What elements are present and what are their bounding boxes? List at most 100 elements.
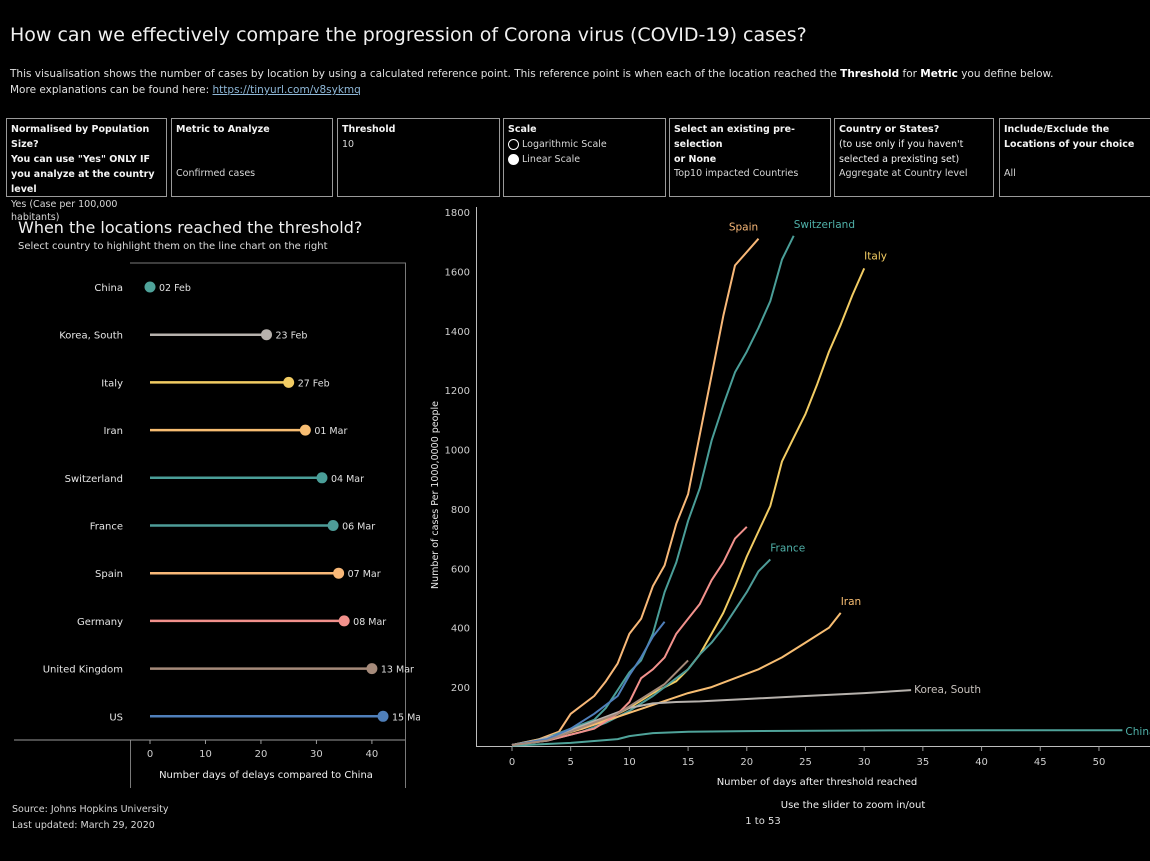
lollipop-dot-korea-south[interactable] <box>261 329 272 341</box>
lollipop-x-tick-label: 30 <box>310 749 323 760</box>
line-series-10[interactable] <box>511 659 689 746</box>
filter-population[interactable]: Normalised by Population Size? You can u… <box>6 118 167 223</box>
line-iran[interactable] <box>511 612 842 746</box>
y-tick-label: 1600 <box>445 267 470 278</box>
country-label-united-kingdom[interactable]: United Kingdom <box>43 665 123 676</box>
country-label-spain[interactable]: Spain <box>95 569 123 580</box>
slider-hint: Use the slider to zoom in/out <box>781 800 926 811</box>
filter-population-title-3: you analyze at the country level <box>11 169 155 195</box>
filter-threshold-title: Threshold <box>342 124 396 135</box>
x-tick-label: 50 <box>1093 757 1106 768</box>
filter-threshold[interactable]: Threshold 10 <box>337 118 500 197</box>
filter-include-value: All <box>1004 168 1016 179</box>
filter-metric-title: Metric to Analyze <box>176 124 270 135</box>
line-korea-south[interactable] <box>511 689 912 746</box>
country-label-switzerland[interactable]: Switzerland <box>65 474 123 485</box>
line-switzerland[interactable] <box>511 235 795 746</box>
date-label-germany: 08 Mar <box>353 617 386 628</box>
filter-preselection-title-2: or None <box>674 154 717 165</box>
y-tick-label: 1400 <box>445 327 470 338</box>
lollipop-dot-us[interactable] <box>377 710 389 722</box>
country-label-us[interactable]: US <box>109 712 123 723</box>
x-axis-label: Number of days after threshold reached <box>717 777 918 788</box>
filter-metric[interactable]: Metric to Analyze Confirmed cases <box>171 118 333 197</box>
lollipop-dot-spain[interactable] <box>333 567 345 579</box>
x-tick-label: 30 <box>858 757 871 768</box>
line-label-iran: Iran <box>841 596 862 608</box>
radio-circle-icon <box>508 139 519 150</box>
x-tick-label: 0 <box>509 757 515 768</box>
filter-include-title-2: Locations of your choice <box>1004 139 1135 150</box>
line-series-9[interactable] <box>511 621 666 746</box>
lollipop-dot-china[interactable] <box>144 281 156 293</box>
y-tick-label: 1800 <box>445 208 470 219</box>
lollipop-dot-iran[interactable] <box>299 424 311 436</box>
filter-scale: Scale Logarithmic Scale Linear Scale <box>503 118 666 197</box>
country-label-iran[interactable]: Iran <box>103 426 123 437</box>
date-label-united-kingdom: 13 Mar <box>381 665 414 676</box>
filter-preselection-title-1: Select an existing pre-selection <box>674 124 795 150</box>
left-panel-title: When the locations reached the threshold… <box>18 218 363 237</box>
filter-country-states[interactable]: Country or States? (to use only if you h… <box>834 118 994 197</box>
x-tick-label: 25 <box>799 757 812 768</box>
lollipop-x-tick-label: 40 <box>366 749 379 760</box>
page-title: How can we effectively compare the progr… <box>10 24 807 46</box>
line-series-8[interactable] <box>511 526 748 746</box>
lollipop-dot-italy[interactable] <box>283 376 295 388</box>
country-label-italy[interactable]: Italy <box>101 378 123 389</box>
line-label-china: China <box>1125 726 1150 738</box>
x-tick-label: 10 <box>623 757 636 768</box>
lollipop-dot-switzerland[interactable] <box>316 472 328 484</box>
filter-country-sub-1: (to use only if you haven't <box>839 139 964 150</box>
date-label-us: 15 Mar <box>392 712 420 723</box>
source-text: Source: Johns Hopkins University <box>12 804 169 815</box>
filter-country-sub-2: selected a prexisting set) <box>839 154 960 165</box>
line-china[interactable] <box>511 729 1123 747</box>
x-tick-label: 15 <box>682 757 695 768</box>
filter-preselection[interactable]: Select an existing pre-selection or None… <box>669 118 831 197</box>
description-line-2: More explanations can be found here: htt… <box>10 84 361 96</box>
country-label-korea-south[interactable]: Korea, South <box>59 331 123 342</box>
x-tick-label: 20 <box>740 757 753 768</box>
x-tick-label: 35 <box>917 757 930 768</box>
x-tick-label: 40 <box>975 757 988 768</box>
y-axis-label: Number of cases Per 1000,0000 people <box>430 401 441 589</box>
line-label-switzerland: Switzerland <box>794 219 855 231</box>
filter-country-value: Aggregate at Country level <box>839 168 968 179</box>
lollipop-dot-germany[interactable] <box>338 615 350 627</box>
date-label-china: 02 Feb <box>159 283 191 294</box>
line-france[interactable] <box>511 558 772 746</box>
updated-text: Last updated: March 29, 2020 <box>12 820 155 831</box>
line-chart: 200 400 600 800 1000 1200 1400 1600 1800 0 5 10 15 20… <box>430 207 1150 827</box>
filter-metric-value: Confirmed cases <box>176 168 256 179</box>
lollipop-dot-united-kingdom[interactable] <box>366 663 378 675</box>
lollipop-x-tick-label: 10 <box>199 749 212 760</box>
y-tick-label: 200 <box>451 683 470 694</box>
filter-scale-title: Scale <box>508 124 537 135</box>
lollipop-dot-france[interactable] <box>327 520 339 531</box>
country-label-france[interactable]: France <box>90 522 123 533</box>
lollipop-x-axis-label: Number days of delays compared to China <box>159 770 373 781</box>
filter-population-title-1: Normalised by Population Size? <box>11 124 150 150</box>
line-label-france: France <box>770 542 805 554</box>
filter-population-value-2: habitants) <box>11 212 60 223</box>
filter-preselection-value: Top10 impacted Countries <box>674 168 799 179</box>
country-label-china[interactable]: China <box>94 283 123 294</box>
line-italy[interactable] <box>511 267 866 746</box>
radio-linear[interactable]: Linear Scale <box>508 152 661 167</box>
filter-population-title-2: You can use "Yes" ONLY IF <box>11 154 151 165</box>
filter-include-title-1: Include/Exclude the <box>1004 124 1110 135</box>
filter-threshold-value: 10 <box>342 139 355 150</box>
slider-range[interactable]: 1 to 53 <box>745 816 780 827</box>
line-spain[interactable] <box>511 238 760 746</box>
y-tick-label: 1000 <box>445 446 470 457</box>
y-tick-label: 1200 <box>445 386 470 397</box>
date-label-iran: 01 Mar <box>314 426 347 437</box>
filter-include-exclude[interactable]: Include/Exclude the Locations of your ch… <box>999 118 1150 197</box>
lollipop-chart: China 02 Feb Korea, South 23 Feb Italy 27 Feb… <box>14 262 420 788</box>
radio-logarithmic[interactable]: Logarithmic Scale <box>508 137 661 152</box>
explanation-link[interactable]: https://tinyurl.com/v8sykmq <box>212 84 361 96</box>
filter-population-value-1: Yes (Case per 100,000 <box>11 199 118 210</box>
country-label-germany[interactable]: Germany <box>77 617 123 628</box>
y-tick-label: 600 <box>451 564 470 575</box>
